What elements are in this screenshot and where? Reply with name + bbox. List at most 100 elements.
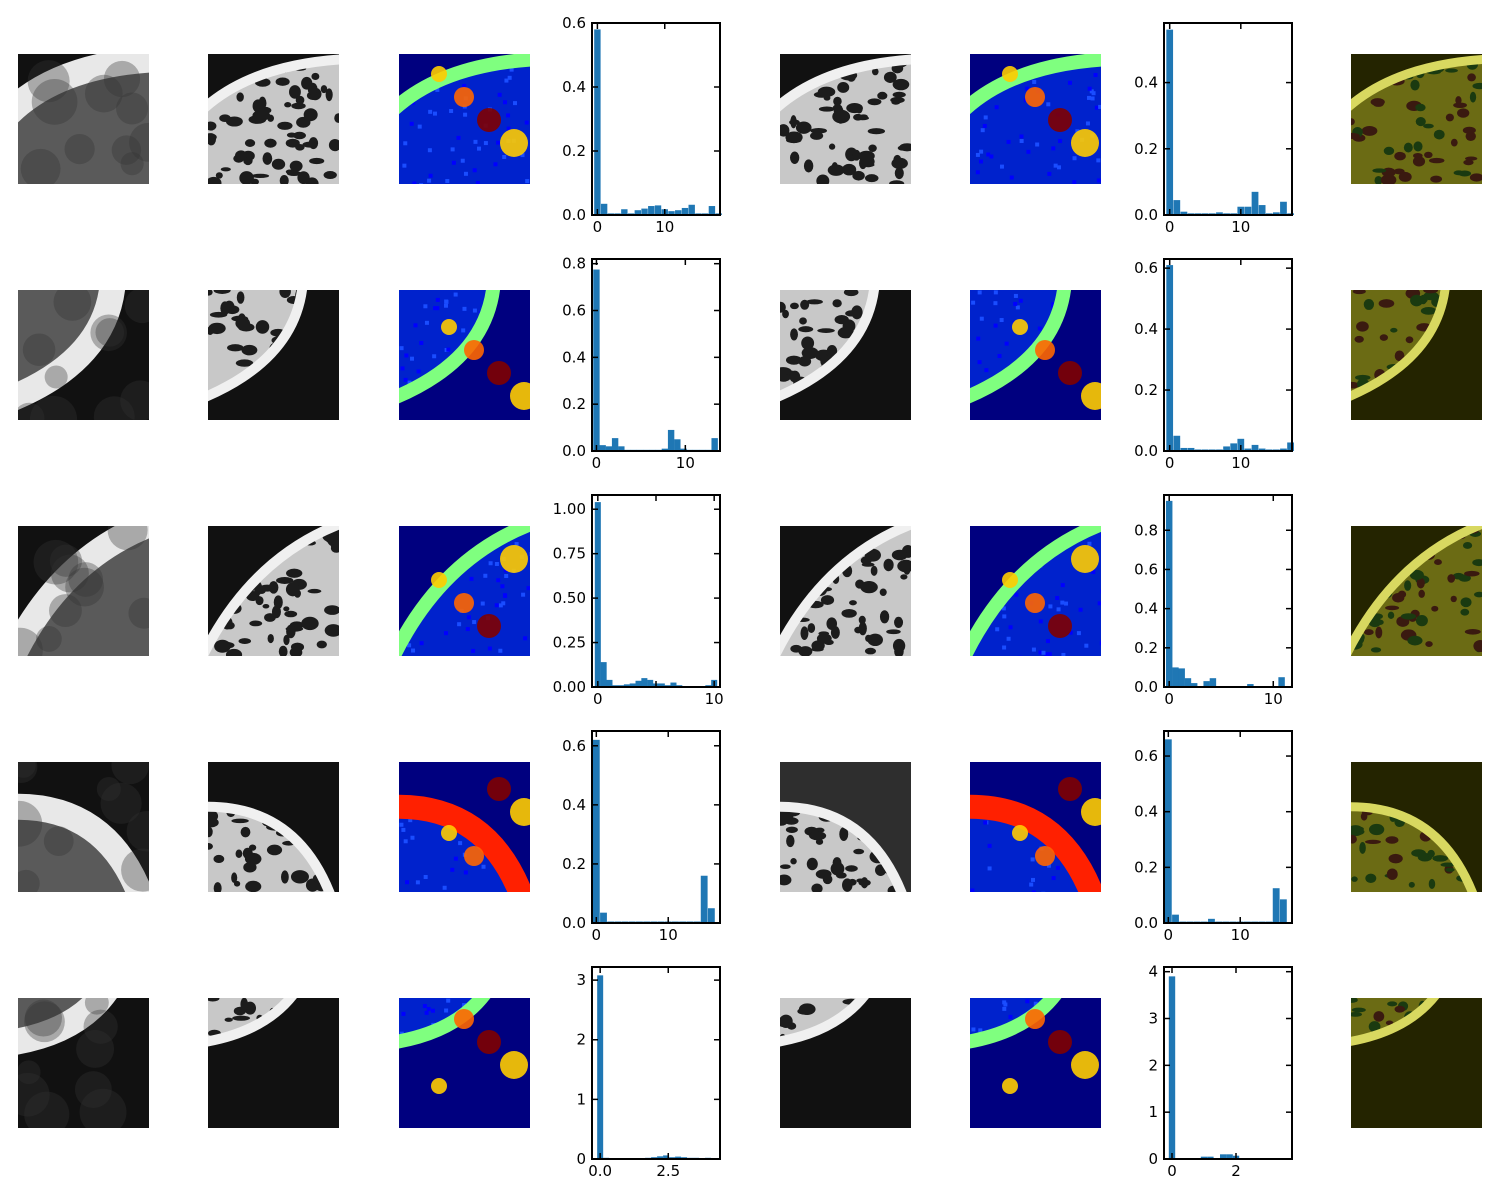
histogram-bar <box>667 429 675 451</box>
histogram-bar <box>688 204 695 215</box>
red-green-overlay <box>1351 54 1482 184</box>
x-tick-label: 0.0 <box>588 1162 612 1180</box>
histogram-bar <box>668 211 675 215</box>
histogram-bar <box>1258 205 1266 215</box>
x-tick-label: 10 <box>1231 454 1250 472</box>
y-tick-label: 0.0 <box>562 914 586 932</box>
histogram-bar <box>635 680 642 687</box>
histogram-bar <box>675 1156 682 1159</box>
jet-thickness-map <box>970 998 1101 1128</box>
y-tick-label: 1 <box>1148 1103 1158 1121</box>
grayscale-ct-patch <box>780 998 911 1128</box>
axes-frame <box>591 258 721 452</box>
histogram-bar <box>1172 914 1179 923</box>
histogram-row5-left: 0.0 2.5 0 1 2 3 <box>576 966 721 1180</box>
y-tick-label: 0.0 <box>562 442 586 460</box>
histogram-row3-right: 0 10 0.0 0.2 0.4 0.6 0.8 <box>1134 494 1293 708</box>
grayscale-ct-patch <box>208 54 339 184</box>
axes-frame <box>1163 22 1293 216</box>
axes-frame <box>1163 966 1293 1160</box>
histogram-bar <box>700 875 708 923</box>
y-tick-label: 0.8 <box>1134 521 1158 539</box>
histogram-row2-right: 0 10 0.0 0.2 0.4 0.6 <box>1134 258 1294 472</box>
histogram-bar <box>658 683 665 687</box>
histogram-row5-right: 0 2 0 1 2 3 4 <box>1148 963 1293 1180</box>
histogram-bar <box>641 208 648 215</box>
histogram-bar <box>1237 438 1245 451</box>
histogram-bar <box>1209 678 1217 687</box>
y-tick-label: 0.8 <box>562 255 586 273</box>
y-tick-label: 0.4 <box>1134 320 1158 338</box>
histogram-bar <box>1272 888 1280 923</box>
x-tick-label: 10 <box>1231 218 1250 236</box>
x-tick-label: 0 <box>1165 454 1175 472</box>
grayscale-ct-patch <box>780 762 911 892</box>
histogram-row3-left: 0 10 0.00 0.25 0.50 0.75 1.00 <box>553 494 724 708</box>
x-tick-label: 2 <box>1231 1162 1241 1180</box>
histogram-bar <box>654 205 662 215</box>
histogram-bar <box>634 210 642 215</box>
histogram-bar <box>597 975 604 1159</box>
histogram-bar <box>623 684 630 687</box>
red-green-overlay <box>1351 290 1482 420</box>
y-tick-label: 2 <box>576 1031 586 1049</box>
x-tick-label: 0 <box>592 926 602 944</box>
y-tick-label: 0.2 <box>1134 140 1158 158</box>
histogram-bar <box>680 448 687 451</box>
histogram-bar <box>1207 1156 1214 1159</box>
axes-frame <box>591 730 721 924</box>
axes-frame <box>1163 258 1293 452</box>
axes-frame <box>1163 494 1293 688</box>
grayscale-ct-patch <box>18 526 149 656</box>
grayscale-ct-patch <box>208 998 339 1128</box>
histogram-bar <box>641 678 648 687</box>
x-tick-label: 10 <box>655 218 674 236</box>
histogram-bar <box>1203 681 1210 687</box>
histogram-bar <box>1184 678 1192 687</box>
y-tick-label: 0.4 <box>562 796 586 814</box>
histogram-bar <box>1200 1156 1208 1159</box>
histogram-bar <box>1220 1154 1227 1159</box>
histogram-bar <box>674 439 681 451</box>
x-tick-label: 0 <box>1164 926 1174 944</box>
histogram-bar <box>647 679 654 687</box>
histogram-bar <box>1280 201 1287 215</box>
histogram-bar <box>594 502 601 687</box>
histogram-bar <box>1208 918 1215 923</box>
y-tick-label: 0.25 <box>553 634 586 652</box>
histogram-bar <box>592 739 600 923</box>
histogram-bar <box>594 29 601 216</box>
histogram-bar <box>1190 683 1198 687</box>
x-tick-label: 10 <box>705 690 724 708</box>
y-tick-label: 0.4 <box>1134 74 1158 92</box>
y-tick-label: 0.2 <box>562 395 586 413</box>
y-tick-label: 0.4 <box>562 78 586 96</box>
jet-thickness-map <box>399 526 530 656</box>
histogram-bar <box>1247 684 1254 687</box>
axes-frame <box>591 22 721 216</box>
jet-thickness-map <box>399 290 530 420</box>
histogram-bar <box>1166 265 1174 451</box>
histogram-bar <box>1166 29 1174 215</box>
grayscale-ct-patch <box>780 54 911 184</box>
x-tick-label: 0 <box>593 218 603 236</box>
histogram-bar <box>1216 212 1223 215</box>
histogram-bar <box>1226 1154 1233 1159</box>
y-tick-label: 0.6 <box>562 14 586 32</box>
y-tick-label: 0.50 <box>553 589 586 607</box>
histogram-row1-right: 0 10 0.0 0.2 0.4 <box>1134 22 1294 236</box>
histogram-bar <box>648 206 655 215</box>
histogram-bar <box>1244 206 1252 215</box>
jet-thickness-map <box>970 290 1101 420</box>
histogram-bar <box>1173 200 1181 215</box>
histogram-bar <box>1230 443 1238 451</box>
x-tick-label: 0 <box>1165 218 1175 236</box>
histogram-bar <box>1173 435 1181 451</box>
jet-thickness-map <box>399 998 530 1128</box>
y-tick-label: 0.0 <box>1134 914 1158 932</box>
red-green-overlay <box>1351 998 1482 1128</box>
x-tick-label: 10 <box>659 926 678 944</box>
histogram-bar <box>657 1156 664 1159</box>
histogram-bar <box>1165 500 1173 687</box>
